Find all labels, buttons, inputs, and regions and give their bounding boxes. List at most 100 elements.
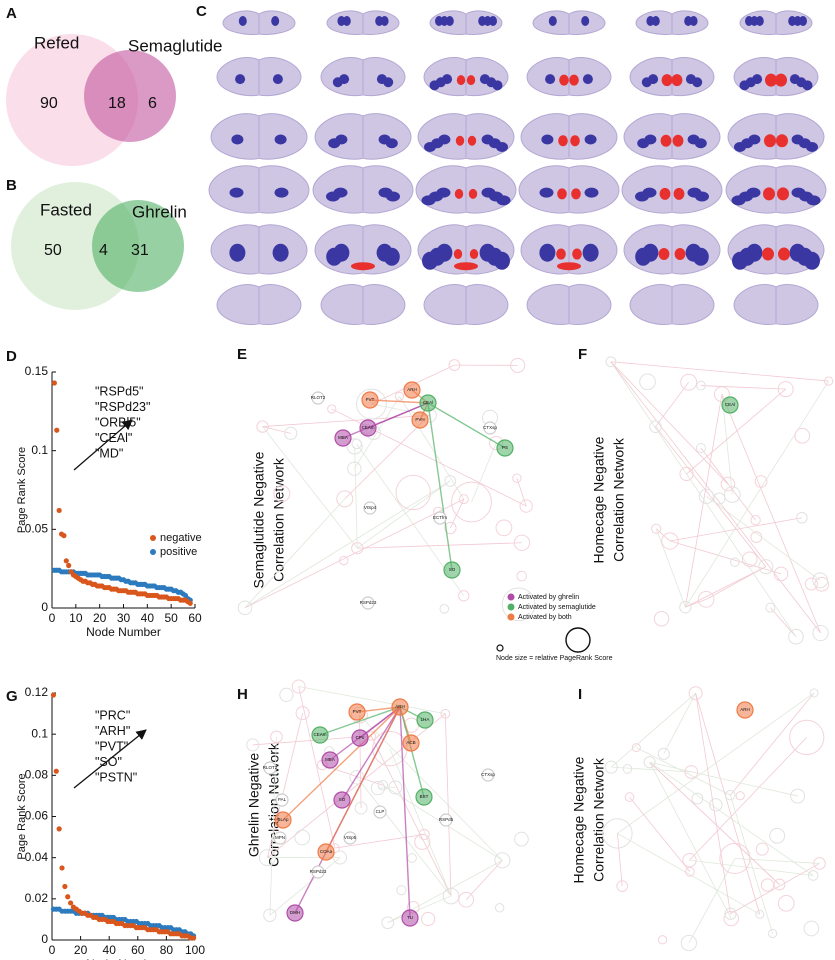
region-blue bbox=[229, 243, 246, 262]
brain-slice bbox=[208, 165, 310, 214]
faint-node bbox=[279, 687, 294, 703]
x-tick-label: 10 bbox=[69, 611, 83, 625]
region-blue bbox=[496, 195, 511, 206]
faint-edge bbox=[669, 540, 782, 575]
faint-node bbox=[713, 386, 730, 403]
data-point bbox=[53, 768, 59, 774]
faint-node bbox=[735, 791, 745, 801]
brain-slice bbox=[417, 113, 515, 160]
faint-node bbox=[442, 887, 460, 905]
faint-node bbox=[494, 903, 505, 913]
region-blue bbox=[272, 74, 283, 85]
region-red bbox=[454, 262, 478, 271]
faint-node bbox=[333, 850, 348, 865]
region-blue bbox=[689, 16, 698, 26]
faint-node bbox=[649, 420, 662, 434]
region-blue bbox=[274, 187, 289, 198]
region-red bbox=[673, 187, 685, 200]
faint-edge bbox=[729, 692, 815, 796]
brain-slice bbox=[314, 113, 412, 160]
faint-edge bbox=[689, 737, 808, 861]
faint-edge bbox=[617, 833, 623, 887]
faint-edge bbox=[269, 857, 341, 916]
node-label: MEA bbox=[325, 757, 335, 762]
region-blue bbox=[548, 16, 557, 26]
venn-count: 50 bbox=[44, 242, 62, 259]
x-tick-label: 60 bbox=[131, 943, 145, 957]
region-red bbox=[351, 262, 375, 271]
region-blue bbox=[581, 16, 590, 26]
legend-label: Activated by ghrelin bbox=[518, 594, 579, 601]
region-blue bbox=[545, 74, 556, 85]
region-red bbox=[455, 135, 465, 146]
node-label: CTXsp bbox=[481, 772, 495, 777]
faint-node bbox=[494, 852, 511, 869]
region-blue bbox=[326, 247, 343, 266]
network-node bbox=[415, 788, 433, 806]
network-node bbox=[419, 394, 437, 412]
faint-node bbox=[395, 474, 431, 511]
x-tick-label: 0 bbox=[49, 611, 56, 625]
region-red bbox=[660, 134, 672, 147]
faint-node bbox=[514, 831, 529, 847]
node-label: DMH bbox=[290, 910, 300, 915]
faint-node bbox=[679, 600, 692, 614]
brain-slice bbox=[629, 57, 715, 97]
annotation: "ORBl5" bbox=[95, 415, 141, 429]
region-blue bbox=[328, 138, 341, 149]
network-title: Correlation Network bbox=[271, 457, 287, 582]
x-tick-label: 0 bbox=[49, 943, 56, 957]
faint-edge bbox=[685, 566, 767, 608]
faint-node bbox=[604, 760, 618, 774]
region-red bbox=[456, 75, 466, 86]
region-red bbox=[467, 135, 477, 146]
region-red bbox=[559, 74, 569, 86]
faint-node bbox=[414, 833, 431, 850]
faint-node bbox=[720, 476, 736, 492]
faint-node bbox=[713, 492, 726, 505]
node-label: COAa bbox=[320, 849, 333, 854]
node-label: ACB bbox=[406, 740, 415, 745]
y-axis-label: Page Rank Score bbox=[16, 447, 28, 533]
network-node bbox=[286, 904, 304, 922]
faint-node bbox=[755, 909, 765, 919]
legend-label: positive bbox=[160, 546, 197, 558]
annotation: "RSPd5" bbox=[95, 384, 143, 398]
faint-edge bbox=[356, 777, 452, 897]
annotation: "PVT" bbox=[95, 739, 128, 753]
faint-node bbox=[824, 376, 834, 386]
faint-node bbox=[684, 765, 699, 779]
venn-count: 90 bbox=[40, 95, 58, 112]
region-blue bbox=[637, 138, 650, 149]
faint-node bbox=[796, 511, 808, 524]
y-tick-label: 0.02 bbox=[25, 891, 49, 905]
faint-node bbox=[724, 907, 737, 920]
faint-edge bbox=[516, 478, 527, 507]
region-blue bbox=[804, 251, 820, 270]
faint-node bbox=[510, 357, 526, 373]
faint-node bbox=[451, 481, 492, 523]
panel-letter: A bbox=[6, 5, 17, 22]
edge bbox=[367, 402, 429, 429]
data-point bbox=[63, 558, 69, 564]
brain-slice bbox=[526, 57, 612, 97]
node-label: SO bbox=[339, 797, 346, 802]
region-red bbox=[778, 247, 790, 261]
region-blue bbox=[489, 16, 497, 26]
edge bbox=[341, 706, 401, 801]
region-red bbox=[468, 188, 478, 199]
network-title: Homecage Negative bbox=[591, 436, 607, 563]
node-label: BLAp bbox=[277, 817, 289, 822]
faint-node bbox=[501, 587, 536, 622]
data-point bbox=[51, 380, 57, 386]
x-tick-label: 20 bbox=[93, 611, 107, 625]
panel-letter: D bbox=[6, 348, 17, 365]
node-label: MPN bbox=[275, 835, 285, 840]
network-node bbox=[481, 768, 495, 782]
faint-node bbox=[804, 577, 818, 591]
network-title: Ghrelin Negative bbox=[246, 753, 262, 857]
node-label: LHA bbox=[421, 717, 430, 722]
faint-node bbox=[339, 555, 349, 566]
faint-node bbox=[765, 602, 776, 613]
brain-slice bbox=[520, 224, 618, 275]
